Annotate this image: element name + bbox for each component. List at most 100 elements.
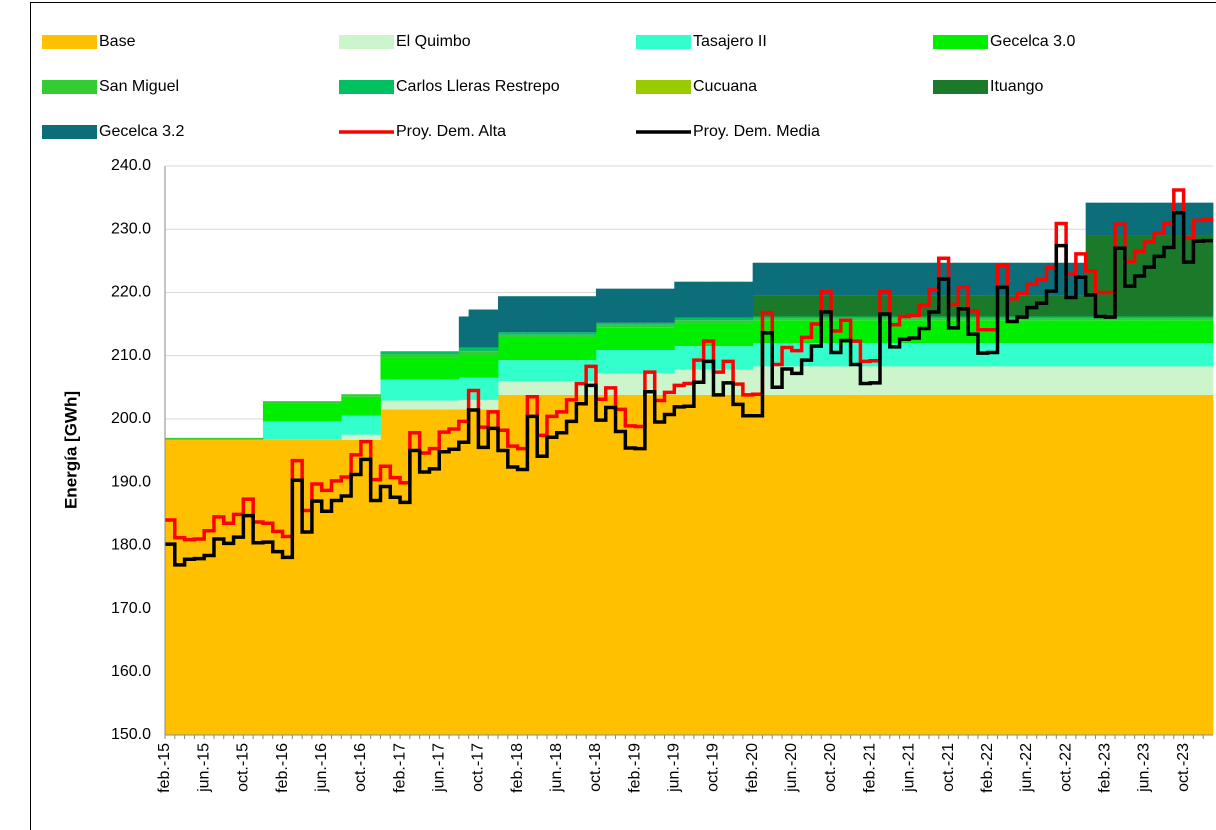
area-segment <box>928 394 940 735</box>
area-segment <box>909 394 920 735</box>
area-segment <box>723 320 734 324</box>
area-segment <box>1193 366 1204 395</box>
area-segment <box>635 373 646 395</box>
area-segment <box>566 334 577 338</box>
area-segment <box>968 343 979 367</box>
area-segment <box>527 380 538 395</box>
area-segment <box>546 360 558 381</box>
area-segment <box>302 421 313 440</box>
area-segment <box>1173 343 1185 367</box>
area-segment <box>546 380 558 395</box>
y-tick-label: 150.0 <box>111 726 151 743</box>
x-tick-label: jun.-19 <box>666 743 683 793</box>
area-segment <box>1115 235 1126 317</box>
area-segment <box>1066 394 1077 735</box>
area-segment <box>1124 366 1136 395</box>
x-tick-label: feb.-15 <box>156 743 173 793</box>
area-segment <box>488 399 499 410</box>
area-segment <box>527 334 538 338</box>
area-segment <box>1144 320 1155 344</box>
area-segment <box>576 337 587 361</box>
area-segment <box>752 295 763 317</box>
area-segment <box>879 343 891 367</box>
area-segment <box>1036 318 1047 321</box>
area-segment <box>713 320 724 324</box>
area-segment <box>478 347 489 352</box>
area-segment <box>772 316 783 319</box>
area-segment <box>1075 316 1087 319</box>
area-segment <box>968 320 979 344</box>
area-segment <box>184 437 195 440</box>
legend-swatch <box>339 80 394 94</box>
area-segment <box>1075 366 1087 395</box>
x-tick-label: oct.-16 <box>352 743 369 792</box>
area-segment <box>1105 235 1116 317</box>
area-segment <box>899 262 910 296</box>
area-segment <box>870 316 881 319</box>
x-tick-label: feb.-21 <box>861 743 878 793</box>
area-segment <box>1056 320 1067 344</box>
area-segment <box>762 343 773 367</box>
area-segment <box>713 281 724 318</box>
area-segment <box>302 403 313 422</box>
area-segment <box>576 360 587 381</box>
area-segment <box>791 316 803 319</box>
area-segment <box>566 296 577 333</box>
area-segment <box>928 295 940 317</box>
area-segment <box>889 262 900 296</box>
area-segment <box>1066 295 1077 317</box>
area-segment <box>821 320 832 344</box>
area-segment <box>1026 318 1038 321</box>
area-segment <box>400 357 411 380</box>
x-tick-label: feb.-17 <box>391 743 408 793</box>
area-segment <box>850 262 861 296</box>
area-segment <box>635 349 646 374</box>
area-segment <box>1056 394 1067 735</box>
area-segment <box>595 288 607 323</box>
area-segment <box>390 400 401 410</box>
area-segment <box>644 394 656 735</box>
area-segment <box>909 320 920 344</box>
area-segment <box>674 346 685 370</box>
area-segment <box>713 369 724 395</box>
area-segment <box>1036 366 1047 395</box>
area-segment <box>272 403 283 422</box>
area-segment <box>713 317 724 321</box>
area-segment <box>997 316 1008 319</box>
area-segment <box>546 332 558 335</box>
area-segment <box>977 394 989 735</box>
area-segment <box>262 403 274 422</box>
area-segment <box>449 354 460 358</box>
area-segment <box>703 320 714 324</box>
area-segment <box>899 318 910 321</box>
area-segment <box>762 394 773 735</box>
area-segment <box>204 439 215 735</box>
area-segment <box>1124 235 1136 317</box>
area-segment <box>938 295 949 317</box>
area-segment <box>586 334 597 338</box>
area-segment <box>1066 318 1077 321</box>
area-segment <box>429 351 440 355</box>
area-segment <box>1046 318 1057 321</box>
area-segment <box>1193 316 1204 319</box>
area-segment <box>351 439 362 735</box>
area-segment <box>938 366 949 395</box>
area-segment <box>1085 320 1096 344</box>
area-segment <box>811 318 822 321</box>
area-segment <box>517 337 528 361</box>
area-segment <box>586 332 597 335</box>
area-segment <box>439 400 450 410</box>
y-tick-label: 200.0 <box>111 410 151 427</box>
area-segment <box>400 379 411 401</box>
area-segment <box>928 316 940 319</box>
area-segment <box>1173 394 1185 735</box>
area-segment <box>566 332 577 335</box>
x-tick-label: oct.-17 <box>470 743 487 792</box>
area-segment <box>791 394 803 735</box>
area-segment <box>997 366 1008 395</box>
y-tick-label: 210.0 <box>111 347 151 364</box>
area-segment <box>1115 320 1126 344</box>
area-segment <box>1085 202 1096 236</box>
area-segment <box>899 366 910 395</box>
